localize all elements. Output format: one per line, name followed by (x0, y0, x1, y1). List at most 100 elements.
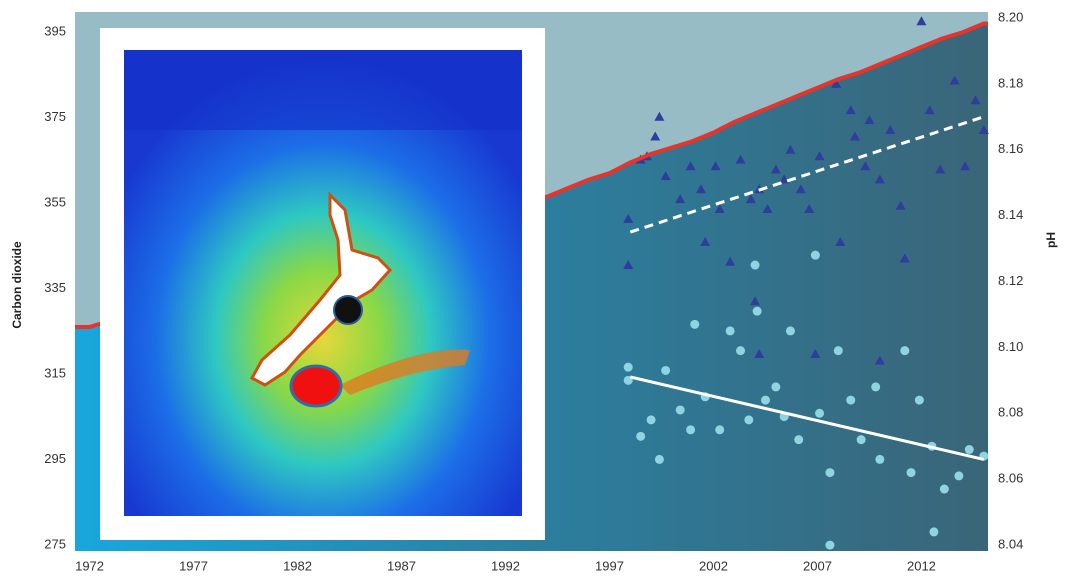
x-tick-label: 1982 (283, 558, 312, 573)
triangle-point (770, 164, 781, 174)
circle-point (725, 326, 735, 336)
circle-point (929, 527, 939, 537)
triangle-point (895, 200, 906, 210)
triangle-point (860, 161, 871, 171)
circle-point (636, 431, 646, 441)
y2-tick-label: 8.20 (998, 9, 1023, 24)
triangle-point (623, 213, 634, 223)
triangle-point (695, 184, 706, 194)
circle-point (785, 326, 795, 336)
circle-point (736, 346, 746, 356)
triangle-point (650, 131, 661, 141)
triangle-point (960, 161, 971, 171)
y2-axis-title: pH (1044, 232, 1058, 248)
y-tick-label: 275 (44, 536, 66, 551)
y-tick-label: 375 (44, 109, 66, 124)
triangle-point (899, 253, 910, 263)
x-tick-label: 1992 (491, 558, 520, 573)
circle-point (654, 454, 664, 464)
triangle-point (970, 95, 981, 105)
trend-line-dashed (629, 115, 985, 234)
circle-point (875, 454, 885, 464)
triangle-point (623, 260, 634, 270)
x-tick-label: 1972 (75, 558, 104, 573)
triangle-point (654, 111, 665, 121)
circle-point (833, 346, 843, 356)
y-tick-label: 315 (44, 365, 66, 380)
x-tick-label: 2007 (803, 558, 832, 573)
circle-point (760, 395, 770, 405)
triangle-point (978, 124, 989, 134)
site-marker-south (289, 364, 343, 408)
triangle-point (804, 204, 815, 214)
map-land (249, 191, 393, 387)
y2-tick-label: 8.04 (998, 537, 1023, 552)
circle-point (675, 405, 685, 415)
triangle-point (874, 355, 885, 365)
triangle-point (700, 236, 711, 246)
triangle-point (924, 105, 935, 115)
circle-point (900, 346, 910, 356)
x-tick-label: 1997 (595, 558, 624, 573)
triangle-point (810, 348, 821, 358)
triangle-point (675, 194, 686, 204)
triangle-point (745, 194, 756, 204)
y-tick-label: 295 (44, 451, 66, 466)
y2-tick-label: 8.06 (998, 471, 1023, 486)
triangle-point (831, 78, 842, 88)
x-tick-label: 1987 (387, 558, 416, 573)
map-inset (100, 28, 545, 540)
circle-point (771, 382, 781, 392)
y-tick-label: 395 (44, 24, 66, 39)
triangle-point (750, 296, 761, 306)
circle-point (856, 435, 866, 445)
circle-point (623, 362, 633, 372)
circle-point (939, 484, 949, 494)
y2-tick-label: 8.14 (998, 207, 1023, 222)
circle-point (686, 425, 696, 435)
triangle-point (845, 105, 856, 115)
y2-tick-label: 8.12 (998, 273, 1023, 288)
triangle-point (935, 164, 946, 174)
circle-point (825, 540, 835, 550)
triangle-point (864, 115, 875, 125)
axes: Carbon dioxide pH 275 295 315 335 355 375 395 8… (10, 9, 1058, 573)
triangle-point (762, 204, 773, 214)
triangle-point (835, 236, 846, 246)
circle-point (815, 408, 825, 418)
map-shelf (340, 349, 470, 395)
triangle-point (949, 75, 960, 85)
trend-line (629, 375, 985, 461)
triangle-point (710, 161, 721, 171)
x-tick-label: 2012 (907, 558, 936, 573)
y2-tick-label: 8.10 (998, 339, 1023, 354)
y-tick-label: 335 (44, 280, 66, 295)
triangle-point (754, 348, 765, 358)
y2-tick-label: 8.18 (998, 75, 1023, 90)
triangle-point (714, 204, 725, 214)
y2-tick-label: 8.08 (998, 405, 1023, 420)
circle-point (954, 471, 964, 481)
triangle-point (849, 131, 860, 141)
triangle-point (725, 256, 736, 266)
y-axis-title: Carbon dioxide (10, 241, 24, 329)
triangle-point (735, 154, 746, 164)
circle-point (906, 468, 916, 478)
y2-tick-label: 8.16 (998, 141, 1023, 156)
circle-point (715, 425, 725, 435)
triangle-point (660, 171, 671, 181)
triangle-point (795, 184, 806, 194)
site-marker-north (333, 295, 363, 325)
triangle-point (685, 161, 696, 171)
circle-point (825, 468, 835, 478)
triangle-point (874, 174, 885, 184)
triangle-point (916, 16, 927, 26)
y-tick-label: 355 (44, 195, 66, 210)
circle-point (810, 250, 820, 260)
circle-point (661, 365, 671, 375)
circle-point (646, 415, 656, 425)
circle-point (794, 435, 804, 445)
circle-point (846, 395, 856, 405)
circle-point (744, 415, 754, 425)
